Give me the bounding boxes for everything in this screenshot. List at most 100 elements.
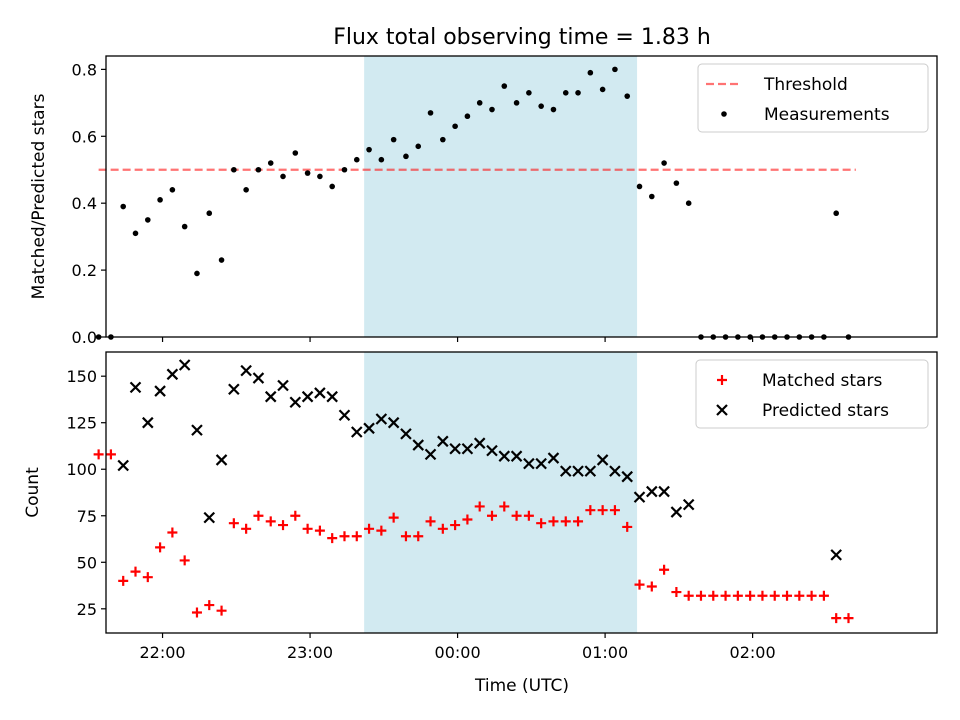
- legend-label: Matched stars: [762, 371, 882, 391]
- matched-point: [105, 449, 116, 460]
- predicted-point: [289, 396, 302, 409]
- y-tick-label: 125: [66, 414, 97, 433]
- matched-point: [523, 510, 534, 521]
- measurement-point: [255, 166, 262, 173]
- legend: Threshold Measurements: [697, 63, 929, 133]
- measurement-point: [575, 89, 581, 96]
- measurement-point: [587, 69, 594, 76]
- x-tick-label: 02:00: [730, 643, 776, 662]
- x-tick-label: 01:00: [582, 643, 628, 662]
- matched-point: [683, 590, 694, 601]
- matched-point: [831, 613, 842, 624]
- matched-point: [757, 590, 768, 601]
- predicted-point: [264, 390, 277, 403]
- measurement-point: [366, 146, 372, 153]
- predicted-point: [449, 442, 461, 455]
- series-predicted-stars: [117, 359, 842, 561]
- predicted-point: [400, 428, 412, 440]
- measurement-point: [181, 223, 188, 230]
- matched-point: [400, 531, 411, 542]
- predicted-point: [129, 381, 142, 394]
- legend-label: Predicted stars: [762, 401, 889, 421]
- measurement-point: [292, 150, 299, 156]
- matched-point: [118, 575, 129, 586]
- measurement-point: [489, 106, 495, 113]
- measurement-point: [132, 230, 139, 237]
- predicted-point: [584, 465, 597, 477]
- predicted-point: [203, 511, 216, 524]
- measurement-point: [304, 170, 311, 176]
- legend-measurement-swatch: [721, 111, 727, 117]
- predicted-point: [596, 454, 609, 466]
- predicted-point: [473, 437, 486, 449]
- measurement-point: [526, 89, 532, 96]
- y-axis-label: Count: [23, 467, 43, 518]
- chart-title: Flux total observing time = 1.83 h: [333, 25, 711, 50]
- y-tick-label: 50: [77, 553, 97, 572]
- ratio-panel: 0.0 0.2 0.4 0.6 0.8 Matched/Predicted stars Th…: [29, 55, 938, 347]
- matched-point: [327, 533, 338, 544]
- matched-point: [204, 600, 215, 611]
- measurement-point: [194, 270, 200, 277]
- predicted-point: [633, 491, 646, 503]
- predicted-point: [682, 498, 695, 511]
- matched-point: [462, 514, 473, 525]
- predicted-point: [461, 442, 474, 455]
- measurement-point: [267, 160, 274, 166]
- matched-point: [769, 590, 780, 601]
- measurement-point: [120, 203, 127, 210]
- predicted-point: [437, 435, 449, 448]
- predicted-point: [547, 452, 560, 464]
- matched-point: [253, 510, 264, 521]
- measurement-point: [685, 200, 692, 206]
- matched-point: [695, 590, 706, 601]
- measurement-point: [243, 187, 249, 193]
- measurement-point: [390, 136, 397, 143]
- measurement-point: [636, 183, 643, 190]
- predicted-point: [142, 416, 154, 429]
- matched-point: [659, 564, 670, 575]
- y-tick-label: 100: [66, 460, 97, 479]
- matched-point: [646, 581, 657, 592]
- matched-point: [167, 527, 178, 538]
- predicted-point: [535, 457, 547, 470]
- matched-point: [794, 590, 805, 601]
- predicted-point: [658, 485, 670, 498]
- predicted-point: [572, 465, 584, 477]
- matched-point: [364, 523, 375, 534]
- matched-point: [806, 590, 817, 601]
- y-tick-label: 0.6: [72, 127, 97, 146]
- predicted-point: [117, 459, 129, 472]
- predicted-point: [314, 387, 326, 399]
- y-tick-label: 0.4: [72, 194, 97, 213]
- measurement-point: [599, 86, 606, 93]
- matched-point: [818, 590, 829, 601]
- matched-point: [450, 520, 461, 531]
- matched-point: [278, 520, 289, 531]
- measurement-point: [501, 83, 508, 89]
- matched-point: [241, 523, 252, 534]
- legend-box: [695, 359, 929, 429]
- measurement-point: [206, 210, 213, 217]
- matched-point: [413, 531, 424, 542]
- matched-point: [622, 521, 633, 532]
- matched-point: [634, 579, 645, 590]
- predicted-point: [363, 422, 375, 435]
- y-tick-label: 25: [77, 600, 97, 619]
- predicted-point: [670, 506, 683, 518]
- axes-frame: [105, 55, 938, 338]
- matched-point: [843, 613, 854, 624]
- predicted-point: [498, 450, 511, 462]
- matched-point: [290, 510, 301, 521]
- matched-point: [388, 512, 399, 523]
- predicted-point: [621, 470, 633, 483]
- y-tick-label: 75: [77, 507, 97, 526]
- predicted-point: [166, 368, 179, 381]
- measurement-point: [538, 103, 544, 109]
- legend-box: [697, 63, 929, 133]
- predicted-point: [191, 424, 203, 436]
- observing-window-span: [364, 56, 638, 337]
- measurement-point: [280, 173, 286, 180]
- measurement-point: [317, 173, 323, 180]
